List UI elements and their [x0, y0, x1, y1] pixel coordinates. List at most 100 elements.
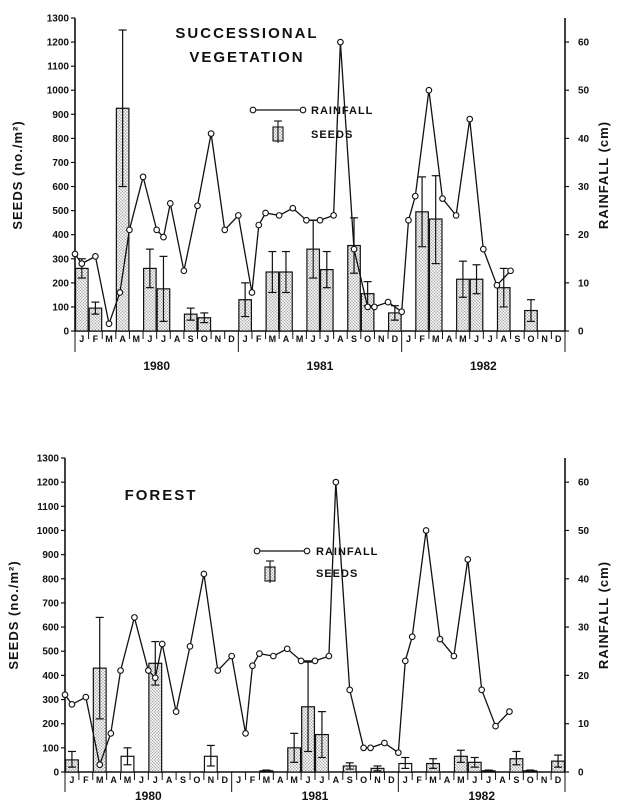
- y-tick-label-left: 500: [52, 206, 69, 217]
- rainfall-point: [332, 478, 340, 486]
- month-label: J: [306, 775, 311, 785]
- rainfall-point: [166, 200, 174, 207]
- y-tick-label-left: 700: [52, 158, 69, 169]
- month-label: D: [392, 334, 399, 344]
- y-tick-label-left: 1300: [47, 14, 70, 25]
- month-label: M: [290, 775, 298, 785]
- chart-title: FOREST: [125, 487, 198, 504]
- y-tick-label-right: 30: [578, 182, 590, 193]
- month-label: D: [228, 334, 235, 344]
- y-tick-label-left: 700: [42, 598, 59, 609]
- y-tick-label-left: 1200: [47, 38, 70, 49]
- y-axis-label-left: SEEDS (no./m²): [6, 560, 21, 669]
- rainfall-point: [126, 226, 133, 234]
- rainfall-point: [68, 701, 76, 708]
- rainfall-point: [207, 130, 215, 137]
- month-label: J: [406, 334, 411, 344]
- month-label: A: [110, 775, 117, 785]
- month-label: S: [188, 334, 194, 344]
- rainfall-point: [283, 645, 291, 653]
- y-axis-label-left: SEEDS (no./m²): [10, 120, 25, 229]
- month-label: M: [133, 334, 141, 344]
- y-tick-label-left: 300: [52, 254, 69, 265]
- month-label: J: [474, 334, 479, 344]
- rainfall-point: [107, 730, 115, 737]
- month-label: N: [374, 775, 381, 785]
- month-label: A: [166, 775, 173, 785]
- y-tick-label-right: 10: [578, 278, 590, 289]
- month-label: O: [193, 775, 200, 785]
- month-label: A: [277, 775, 284, 785]
- month-label: A: [174, 334, 181, 344]
- rainfall-point: [289, 204, 297, 212]
- month-label: O: [527, 334, 534, 344]
- month-label: A: [444, 775, 451, 785]
- rainfall-point: [262, 209, 269, 217]
- month-label: M: [432, 334, 440, 344]
- y-tick-label-left: 100: [42, 743, 59, 754]
- month-label: S: [514, 334, 520, 344]
- month-label: F: [83, 775, 89, 785]
- rainfall-point: [297, 657, 305, 665]
- rainfall-point: [371, 303, 378, 311]
- rainfall-point: [92, 253, 99, 260]
- rainfall-point: [256, 650, 263, 657]
- month-label: M: [457, 775, 465, 785]
- chart-title-line: VEGETATION: [189, 49, 304, 66]
- rainfall-line: [74, 42, 512, 327]
- rainfall-point: [234, 212, 242, 219]
- month-label: O: [527, 775, 534, 785]
- year-label: 1982: [468, 789, 495, 802]
- rainfall-point: [105, 320, 113, 328]
- y-tick-label-left: 900: [52, 110, 69, 121]
- legend-point-sample: [249, 106, 257, 114]
- month-label: A: [337, 334, 344, 344]
- rainfall-point: [248, 289, 256, 296]
- month-label: M: [105, 334, 113, 344]
- y-tick-label-left: 800: [52, 134, 69, 145]
- rainfall-point: [255, 221, 263, 229]
- rainfall-point: [228, 652, 236, 660]
- y-tick-label-left: 1300: [37, 454, 60, 465]
- rainfall-point: [78, 260, 86, 267]
- rainfall-point: [116, 289, 124, 296]
- y-tick-label-right: 60: [578, 478, 590, 489]
- rainfall-point: [492, 722, 499, 730]
- month-label: A: [446, 334, 453, 344]
- legend-label-rainfall: RAINFALL: [311, 105, 373, 117]
- legend-label-rainfall: RAINFALL: [316, 546, 378, 558]
- year-label: 1981: [302, 789, 329, 802]
- rainfall-point: [96, 761, 104, 769]
- rainfall-point: [82, 693, 90, 701]
- rainfall-point: [464, 556, 472, 563]
- rainfall-point: [71, 250, 79, 258]
- y-tick-label-left: 1100: [37, 502, 59, 513]
- month-label: J: [243, 334, 248, 344]
- month-label: J: [147, 334, 152, 344]
- month-label: J: [161, 334, 166, 344]
- rainfall-point: [311, 657, 319, 665]
- rainfall-point: [506, 708, 513, 715]
- rainfall-point: [316, 216, 324, 224]
- month-label: S: [513, 775, 519, 785]
- month-label: J: [69, 775, 74, 785]
- rainfall-point: [408, 633, 416, 641]
- month-label: J: [139, 775, 144, 785]
- rainfall-point: [425, 86, 433, 94]
- y-tick-label-right: 50: [578, 526, 590, 537]
- month-label: M: [296, 334, 304, 344]
- month-label: J: [79, 334, 84, 344]
- y-tick-label-right: 10: [578, 719, 590, 730]
- rainfall-point: [411, 192, 419, 200]
- rainfall-point: [452, 212, 460, 219]
- rainfall-point: [325, 652, 333, 660]
- y-tick-label-left: 1100: [47, 62, 69, 73]
- y-tick-label-right: 20: [578, 230, 590, 241]
- month-label: D: [555, 334, 562, 344]
- rainfall-point: [117, 667, 124, 674]
- rainfall-point: [394, 749, 402, 757]
- y-tick-label-right: 50: [578, 86, 590, 97]
- month-label: S: [347, 775, 353, 785]
- rainfall-point: [350, 245, 358, 253]
- month-label: M: [429, 775, 437, 785]
